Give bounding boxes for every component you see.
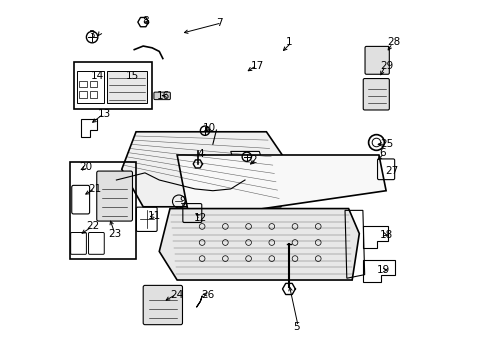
Text: 21: 21	[89, 184, 102, 194]
Text: 20: 20	[79, 162, 92, 172]
Text: 16: 16	[157, 91, 170, 101]
Text: 26: 26	[201, 290, 214, 300]
FancyBboxPatch shape	[154, 92, 171, 100]
Text: 4: 4	[198, 149, 204, 159]
FancyBboxPatch shape	[365, 46, 390, 74]
Bar	[90, 91, 98, 98]
Text: 9: 9	[179, 197, 186, 206]
Text: 25: 25	[380, 139, 393, 149]
Text: 1: 1	[286, 37, 293, 48]
Bar	[79, 91, 87, 98]
Bar	[79, 81, 87, 87]
Text: 19: 19	[376, 265, 390, 275]
Text: 24: 24	[170, 290, 183, 300]
Text: 14: 14	[91, 71, 104, 81]
Text: 18: 18	[380, 230, 393, 240]
Text: 6: 6	[379, 148, 386, 158]
Text: 22: 22	[86, 221, 99, 231]
Polygon shape	[122, 132, 293, 207]
Text: 10: 10	[203, 123, 216, 133]
Text: 2: 2	[250, 156, 257, 165]
Text: 7: 7	[217, 18, 223, 28]
FancyBboxPatch shape	[97, 171, 132, 221]
Polygon shape	[159, 208, 359, 280]
Bar	[90, 81, 98, 87]
Bar	[70, 162, 136, 258]
Bar	[107, 71, 147, 103]
FancyBboxPatch shape	[143, 285, 182, 325]
Text: 17: 17	[250, 61, 264, 71]
Polygon shape	[177, 155, 386, 219]
Text: 3: 3	[89, 30, 95, 40]
Text: 11: 11	[148, 211, 161, 221]
Text: 27: 27	[386, 166, 399, 176]
Text: 12: 12	[194, 212, 208, 222]
Text: 23: 23	[109, 229, 122, 239]
FancyBboxPatch shape	[363, 78, 390, 110]
Text: 13: 13	[98, 109, 111, 119]
Bar	[77, 71, 104, 103]
Text: 8: 8	[142, 16, 149, 26]
Text: 28: 28	[387, 37, 400, 48]
Text: 15: 15	[125, 71, 139, 81]
Text: 29: 29	[380, 61, 393, 71]
Text: 5: 5	[293, 322, 299, 332]
Bar	[74, 62, 152, 109]
